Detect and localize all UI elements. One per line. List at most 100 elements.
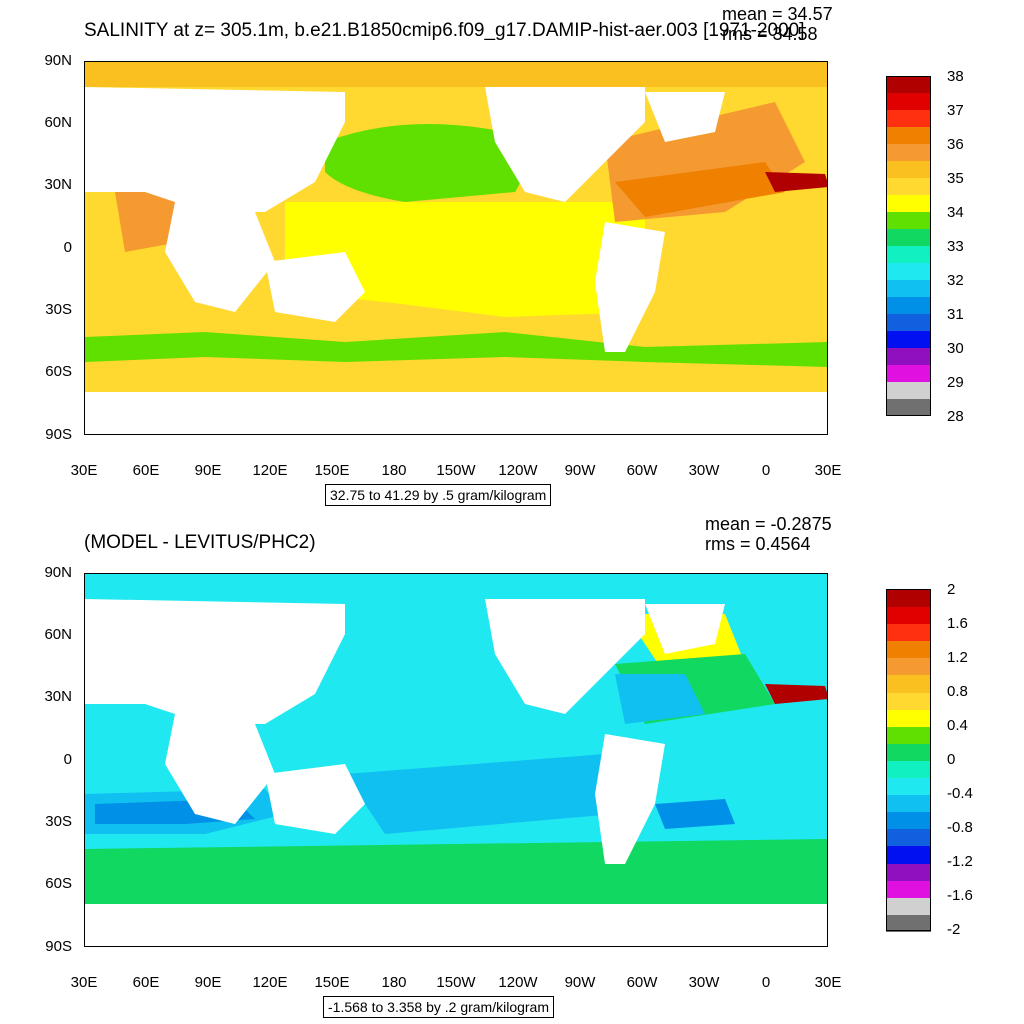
south-pacific-blue	[345, 754, 615, 834]
arabian-sea	[115, 192, 180, 252]
top-range-box: 32.75 to 41.29 by .5 gram/kilogram	[325, 484, 552, 506]
colorbar-swatch	[886, 691, 931, 710]
colorbar-swatch	[886, 93, 931, 110]
colorbar-swatch	[886, 246, 931, 263]
top-panel: SALINITY at z= 305.1m, b.e21.B1850cmip6.…	[44, 4, 964, 506]
bottom-colorbar-label: -2	[947, 921, 961, 938]
colorbar-swatch	[886, 896, 931, 915]
bottom-map-field	[85, 574, 827, 946]
bottom-lon-label: 30E	[70, 974, 98, 991]
colorbar-swatch	[886, 348, 931, 365]
colorbar-swatch	[886, 913, 931, 932]
bottom-colorbar-label: 2	[947, 581, 956, 598]
bottom-mean: mean = -0.2875	[705, 514, 832, 534]
colorbar-swatch	[886, 589, 931, 607]
gulf-blue	[615, 674, 705, 724]
top-colorbar-label: 32	[947, 272, 964, 289]
bottom-lon-label: 150E	[314, 974, 350, 991]
top-lon-label: 0	[761, 462, 771, 479]
land-antarctica	[85, 392, 827, 434]
top-lon-label: 30W	[688, 462, 720, 479]
colorbar-swatch	[886, 742, 931, 761]
top-lat-label: 30N	[44, 176, 72, 193]
colorbar-swatch	[886, 280, 931, 297]
land-australia	[265, 764, 365, 834]
colorbar-swatch	[886, 657, 931, 676]
top-lat-label: 0	[63, 239, 72, 256]
bottom-lon-label: 120W	[498, 974, 538, 991]
top-lon-label: 60W	[626, 462, 658, 479]
colorbar-swatch	[886, 127, 931, 144]
bottom-lon-label: 90E	[194, 974, 222, 991]
colorbar-swatch	[886, 623, 931, 642]
land-eurasia	[85, 87, 345, 212]
southern-green	[85, 839, 827, 904]
colorbar-swatch	[886, 76, 931, 93]
colorbar-swatch	[886, 229, 931, 246]
colorbar-swatch	[886, 314, 931, 331]
bottom-lon-label: 180	[381, 974, 407, 991]
bottom-lon-label: 150W	[436, 974, 476, 991]
bottom-lat-label: 60S	[45, 875, 72, 892]
colorbar-swatch	[886, 708, 931, 727]
bottom-colorbar-label: 1.2	[947, 649, 968, 666]
bottom-lon-label: 90W	[564, 974, 596, 991]
top-colorbar-label: 38	[947, 68, 964, 85]
colorbar-swatch	[886, 828, 931, 847]
land-eurasia	[85, 599, 345, 724]
colorbar-swatch	[886, 862, 931, 881]
colorbar-swatch	[886, 845, 931, 864]
colorbar-swatch	[886, 144, 931, 161]
top-lon-label: 180	[381, 462, 407, 479]
top-lon-label: 30E	[70, 462, 98, 479]
colorbar-swatch	[886, 879, 931, 898]
med-red	[765, 172, 827, 192]
colorbar-swatch	[886, 263, 931, 280]
land-australia	[265, 252, 365, 322]
colorbar-swatch	[886, 674, 931, 693]
bottom-colorbar-label: 0	[947, 751, 956, 768]
colorbar-swatch	[886, 606, 931, 625]
bottom-lon-label: 30W	[688, 974, 720, 991]
top-mean: mean = 34.57	[722, 4, 833, 24]
subpolar-green-band	[85, 332, 827, 367]
top-map	[84, 61, 828, 435]
top-lon-label: 150W	[436, 462, 476, 479]
bottom-lon-label: 30E	[814, 974, 842, 991]
top-lon-label: 30E	[814, 462, 842, 479]
top-colorbar-label: 31	[947, 306, 964, 323]
land-greenland	[645, 604, 725, 654]
bottom-colorbar-label: -1.6	[947, 887, 973, 904]
top-rms: rms = 34.58	[722, 24, 818, 44]
colorbar-swatch	[886, 178, 931, 195]
bottom-colorbar-frame	[886, 589, 931, 931]
colorbar-swatch	[886, 297, 931, 314]
tropical-yellow	[285, 202, 645, 317]
bottom-lat-label: 60N	[44, 626, 72, 643]
bottom-lon-label: 60W	[626, 974, 658, 991]
arctic-strip	[85, 62, 827, 87]
bottom-lon-label: 120E	[252, 974, 288, 991]
land-north-america	[485, 87, 645, 202]
south-atlantic-deep	[655, 799, 735, 829]
top-colorbar-label: 36	[947, 136, 964, 153]
top-colorbar-label: 29	[947, 374, 964, 391]
bottom-colorbar-label: -0.8	[947, 819, 973, 836]
bottom-colorbar-label: 0.8	[947, 683, 968, 700]
bottom-lon-label: 60E	[132, 974, 160, 991]
bottom-title: (MODEL - LEVITUS/PHC2)	[84, 532, 316, 553]
bottom-lon-label: 0	[761, 974, 771, 991]
top-colorbar-label: 37	[947, 102, 964, 119]
top-colorbar-label: 30	[947, 340, 964, 357]
land-south-america	[595, 734, 665, 864]
colorbar-swatch	[886, 161, 931, 178]
colorbar-swatch	[886, 725, 931, 744]
colorbar-swatch	[886, 110, 931, 127]
land-antarctica	[85, 904, 827, 946]
gulf-orange	[615, 162, 785, 217]
top-colorbar-frame	[886, 76, 931, 416]
top-colorbar-label: 33	[947, 238, 964, 255]
top-lon-label: 150E	[314, 462, 350, 479]
bottom-range-box: -1.568 to 3.358 by .2 gram/kilogram	[323, 996, 555, 1018]
top-lat-label: 60N	[44, 114, 72, 131]
